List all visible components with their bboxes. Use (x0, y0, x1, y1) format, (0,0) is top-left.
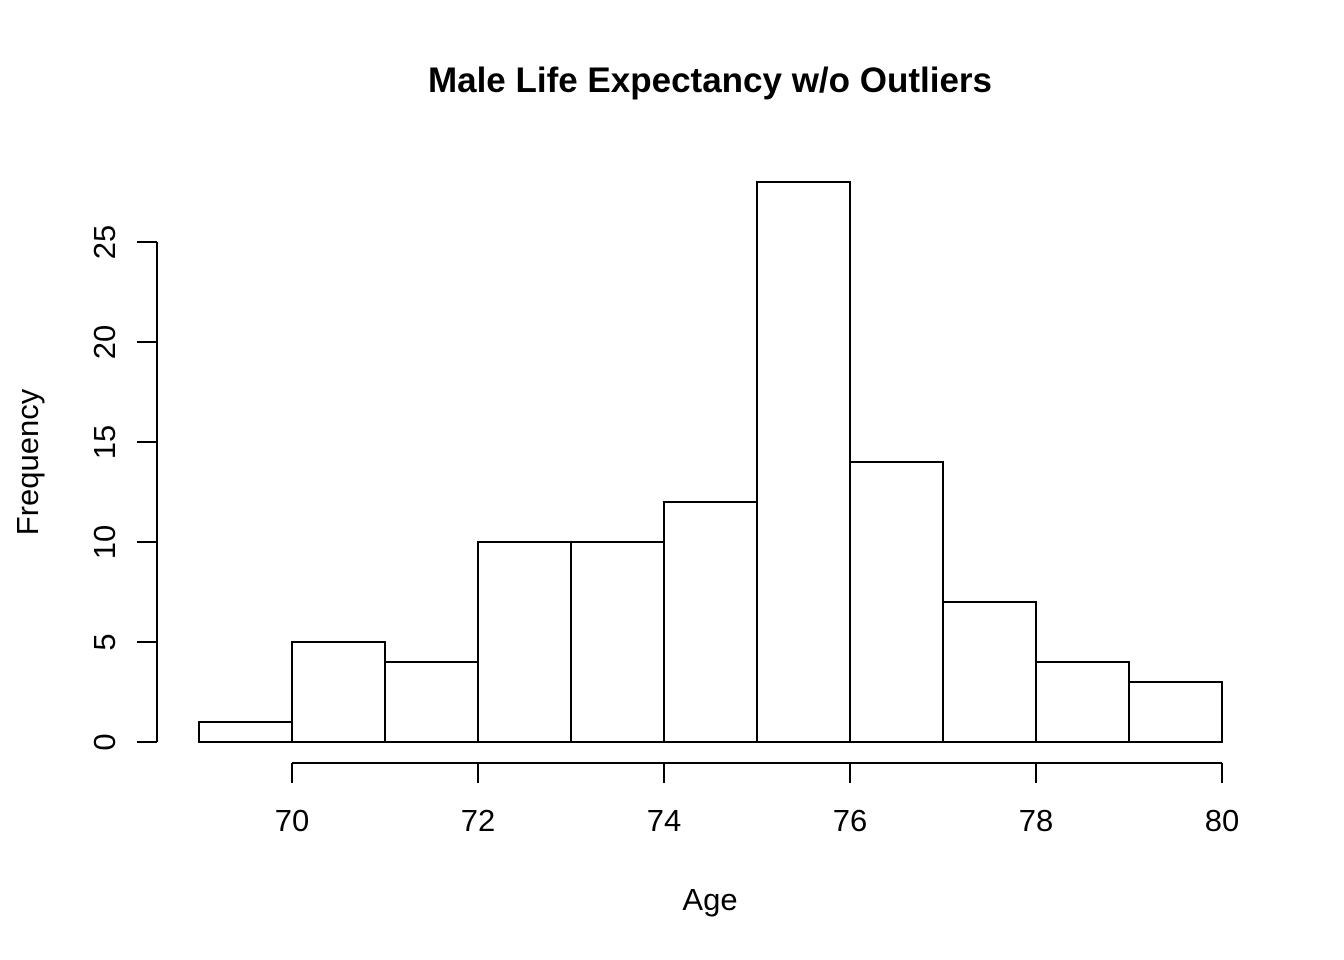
histogram-bar (570, 541, 665, 743)
histogram-bar (942, 601, 1037, 743)
x-tick-label: 72 (461, 803, 495, 838)
y-tick-label: 25 (87, 225, 122, 259)
histogram-bar (663, 501, 758, 743)
histogram-bar (477, 541, 572, 743)
histogram-bar (198, 721, 293, 743)
x-tick-label: 80 (1205, 803, 1239, 838)
histogram-bar (1128, 681, 1223, 743)
x-tick-label: 70 (275, 803, 309, 838)
x-axis-label: Age (682, 882, 737, 917)
y-axis-label: Frequency (10, 388, 45, 535)
y-tick-label: 10 (87, 525, 122, 559)
y-tick-label: 5 (87, 633, 122, 650)
histogram-bar (849, 461, 944, 743)
y-tick-label: 20 (87, 325, 122, 359)
x-tick-label: 78 (1019, 803, 1053, 838)
histogram-bar (291, 641, 386, 743)
chart-title: Male Life Expectancy w/o Outliers (428, 61, 992, 100)
bars-group (198, 181, 1223, 743)
y-axis: 0 5 10 15 20 25 (87, 225, 158, 751)
y-tick-label: 0 (87, 733, 122, 750)
x-tick-label: 76 (833, 803, 867, 838)
x-axis: 70 72 74 76 78 80 (275, 762, 1239, 838)
y-tick-label: 15 (87, 425, 122, 459)
x-tick-label: 74 (647, 803, 681, 838)
histogram-bar (756, 181, 851, 743)
histogram-bar (384, 661, 479, 743)
histogram-bar (1035, 661, 1130, 743)
